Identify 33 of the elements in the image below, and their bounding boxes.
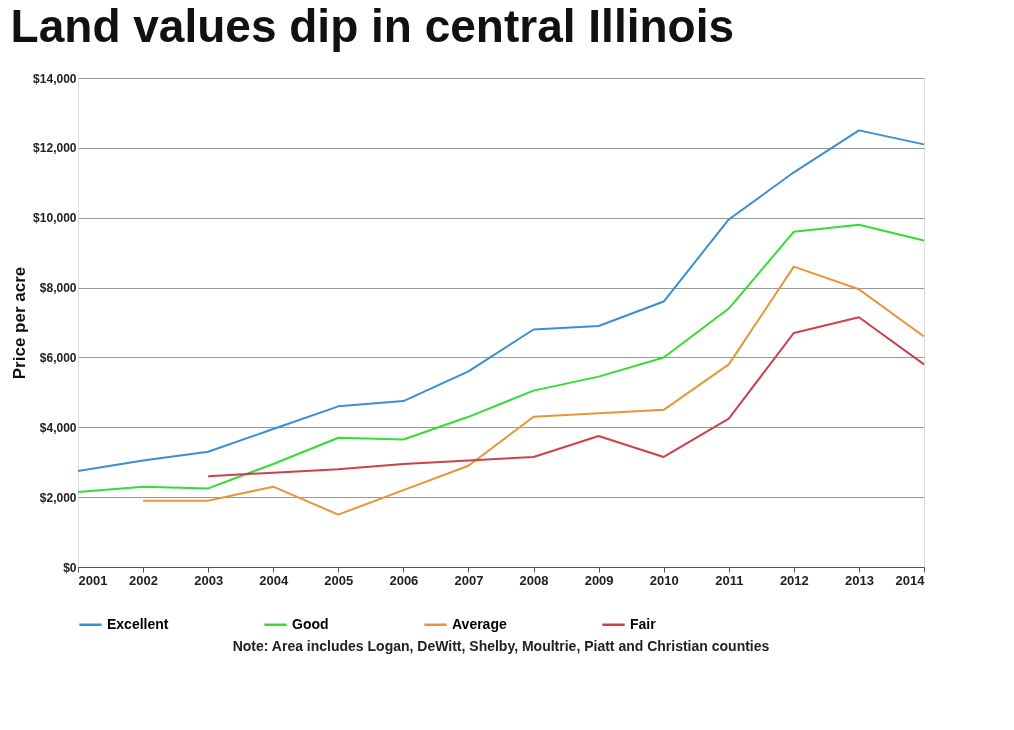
y-tick-label: $6,000 [39, 350, 77, 365]
line-series [77, 129, 925, 472]
x-tick-label: 2002 [129, 572, 159, 588]
y-axis-title: Price per acre [10, 266, 30, 380]
x-tick-label: 2006 [389, 572, 419, 588]
legend-label: Average [452, 615, 507, 632]
text: Note: Area includes Logan, DeWitt, Shelby, Moultrie, Piatt and Christian counties [232, 638, 770, 654]
x-tick-label: 2005 [324, 572, 354, 588]
x-tick-label: 2012 [779, 572, 809, 588]
y-tick-label: $0 [63, 560, 77, 575]
x-tick-label: 2001 [78, 572, 108, 588]
line-series [207, 316, 925, 478]
chart-title: Land values dip in central Illinois [10, 0, 735, 52]
y-tick-label: $2,000 [39, 490, 77, 505]
y-tick-label: $4,000 [39, 420, 77, 435]
line-series [77, 223, 925, 493]
x-tick-label: 2013 [844, 572, 874, 588]
legend-label: Fair [630, 615, 657, 632]
x-tick-label: 2004 [259, 572, 289, 588]
legend-label: Excellent [107, 615, 169, 632]
x-tick-label: 2007 [454, 572, 484, 588]
x-tick-label: 2014 [895, 572, 926, 588]
x-tick-label: 2008 [519, 572, 549, 588]
x-tick-label: 2011 [715, 572, 744, 588]
y-tick-label: $10,000 [33, 211, 77, 226]
legend-label: Good [292, 615, 329, 632]
x-tick-label: 2009 [584, 572, 614, 588]
x-tick-label: 2010 [649, 572, 679, 588]
line-series [142, 265, 925, 516]
x-tick-label: 2003 [194, 572, 224, 588]
y-tick-label: $12,000 [33, 141, 77, 156]
y-tick-label: $14,000 [33, 71, 77, 86]
y-tick-label: $8,000 [39, 281, 77, 296]
